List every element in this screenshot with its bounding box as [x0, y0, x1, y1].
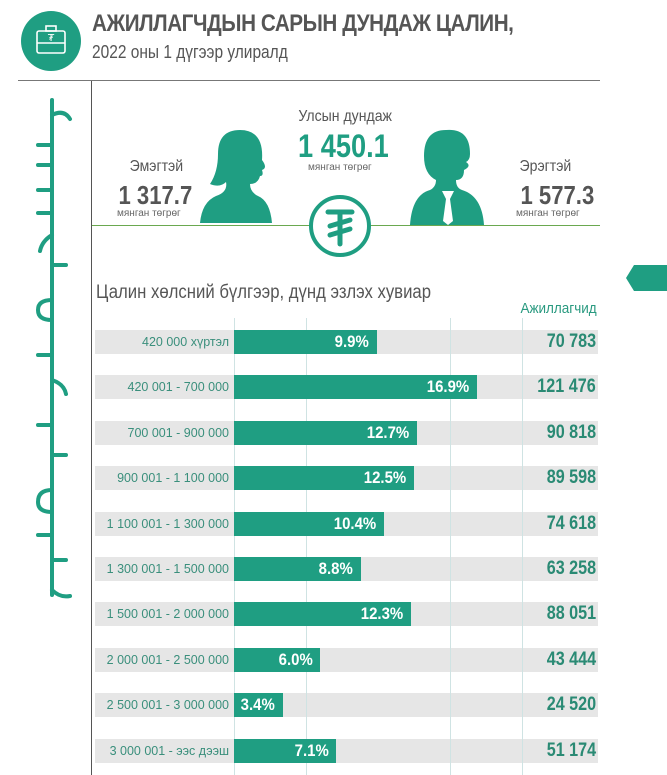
bar-value-label: 12.5% — [363, 468, 406, 488]
gridline — [234, 318, 235, 775]
category-label: 2 500 001 - 3 000 000 — [106, 698, 229, 713]
worker-count: 70 783 — [546, 331, 596, 352]
worker-count: 88 051 — [546, 603, 596, 625]
bar — [234, 330, 377, 354]
bar-value-label: 10.4% — [333, 513, 376, 533]
worker-count: 89 598 — [546, 467, 596, 489]
briefcase-tugrik-icon: ₮ — [21, 11, 81, 71]
category-label: 1 100 001 - 1 300 000 — [106, 516, 229, 531]
category-label: 1 500 001 - 2 000 000 — [106, 607, 229, 622]
female-label: Эмэгтэй — [129, 158, 184, 175]
worker-count: 24 520 — [546, 694, 596, 716]
bar — [234, 557, 361, 581]
bar-value-label: 6.0% — [278, 649, 313, 669]
count-header: Ажиллагчид — [520, 300, 597, 317]
worker-count: 51 174 — [546, 739, 596, 761]
category-label: 1 300 001 - 1 500 000 — [106, 562, 229, 576]
row-band — [95, 738, 598, 763]
bar-value-label: 12.7% — [366, 422, 409, 442]
national-average-value: 1 450.1 — [298, 128, 389, 164]
category-label: 900 001 - 1 100 000 — [117, 471, 229, 486]
national-average-label: Улсын дундаж — [298, 108, 392, 125]
bar — [234, 738, 337, 763]
row-band — [95, 647, 598, 672]
page-title: АЖИЛЛАГЧДЫН САРЫН ДУНДАЖ ЦАЛИН, — [92, 10, 514, 37]
bar — [234, 602, 412, 627]
page-subtitle: 2022 оны 1 дүгээр улиралд — [92, 42, 288, 62]
bar — [234, 375, 478, 400]
female-value: 1 317.7 — [118, 180, 193, 210]
gridline — [306, 318, 307, 775]
bar-value-label: 16.9% — [426, 377, 470, 397]
mongolian-script-title — [35, 98, 72, 599]
vertical-divider — [91, 81, 92, 775]
bar — [234, 466, 414, 491]
gridline — [450, 318, 451, 775]
header-divider — [18, 80, 600, 81]
gridline — [522, 318, 523, 775]
chart-title: Цалин хөлсний бүлгээр, дүнд эзлэх хувиар — [96, 282, 432, 303]
national-average-unit: мянган төгрөг — [308, 162, 372, 173]
category-label: 700 001 - 900 000 — [127, 425, 229, 440]
category-label: 2 000 001 - 2 500 000 — [106, 652, 229, 667]
category-label: 420 000 хүртэл — [142, 335, 229, 349]
worker-count: 121 476 — [537, 376, 596, 398]
male-value: 1 577.3 — [520, 180, 595, 210]
bar — [234, 511, 384, 536]
bar — [234, 420, 417, 445]
worker-count: 74 618 — [546, 512, 596, 534]
bar — [234, 647, 321, 672]
bar-value-label: 3.4% — [240, 695, 275, 715]
worker-count: 43 444 — [546, 648, 596, 670]
bar-value-label: 9.9% — [334, 332, 369, 351]
male-label: Эрэгтэй — [519, 158, 572, 175]
male-unit: мянган төгрөг — [516, 208, 580, 219]
bar-value-label: 8.8% — [318, 559, 353, 578]
row-band — [95, 693, 598, 718]
man-silhouette-icon — [410, 129, 484, 225]
woman-silhouette-icon — [200, 130, 272, 223]
female-unit: мянган төгрөг — [117, 208, 181, 219]
tugrik-icon — [309, 195, 371, 257]
category-label: 3 000 001 - ээс дээш — [109, 743, 229, 758]
bar — [234, 693, 283, 718]
bar-value-label: 12.3% — [360, 604, 404, 624]
svg-text:₮: ₮ — [48, 33, 55, 44]
worker-count: 63 258 — [546, 558, 596, 579]
category-label: 420 001 - 700 000 — [127, 380, 229, 395]
bar-value-label: 7.1% — [294, 740, 329, 760]
worker-count: 90 818 — [546, 421, 596, 443]
side-tab[interactable] — [626, 265, 667, 291]
